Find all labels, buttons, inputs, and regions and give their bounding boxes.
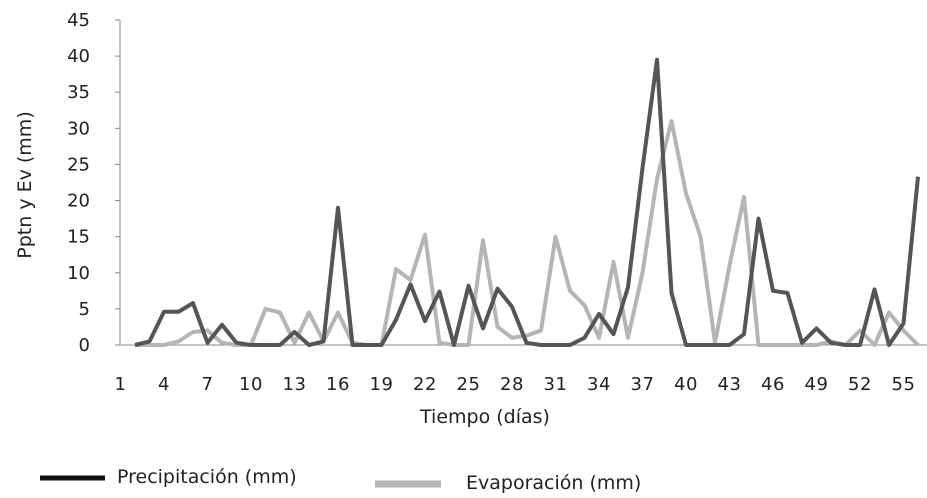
x-tick-label: 13 — [283, 374, 307, 395]
x-tick-label: 46 — [761, 374, 785, 395]
y-tick-label: 30 — [67, 118, 90, 139]
series-lines — [134, 57, 920, 347]
x-axis-title: Tiempo (días) — [419, 406, 550, 428]
x-tick-label: 40 — [674, 374, 698, 395]
x-tick-label: 10 — [239, 374, 263, 395]
x-tick-label: 55 — [892, 374, 916, 395]
x-tick-label: 1 — [115, 374, 127, 395]
x-tick-label: 16 — [326, 374, 350, 395]
x-tick-label: 22 — [413, 374, 437, 395]
x-tick-label: 7 — [202, 374, 214, 395]
y-tick-label: 45 — [67, 10, 90, 31]
x-tick-labels: 147101316192225283134374043464952555861 — [115, 374, 916, 395]
x-tick-label: 34 — [587, 374, 611, 395]
x-tick-label: 49 — [805, 374, 829, 395]
y-axis-title: Pptn y Ev (mm) — [14, 111, 36, 258]
y-tick-label: 20 — [67, 191, 90, 212]
axes — [119, 20, 927, 346]
x-tick-label: 43 — [718, 374, 742, 395]
legend-label-precipitacion: Precipitación (mm) — [117, 466, 297, 488]
x-tick-label: 25 — [457, 374, 481, 395]
y-tick-label: 10 — [67, 263, 90, 284]
y-tick-label: 35 — [67, 82, 90, 103]
x-tick-label: 4 — [158, 374, 170, 395]
legend-label-evaporacion: Evaporación (mm) — [466, 472, 641, 493]
x-tick-label: 28 — [500, 374, 524, 395]
y-tick-label: 15 — [67, 227, 90, 248]
x-tick-label: 19 — [370, 374, 394, 395]
y-tick-label: 0 — [79, 335, 90, 356]
series-line-precipitacion — [134, 57, 920, 347]
y-tick-labels: 0 5 10 15 20 25 30 35 40 45 — [67, 10, 120, 356]
legend: Precipitación (mm) Evaporación (mm) — [40, 466, 641, 494]
y-tick-label: 40 — [67, 46, 90, 67]
y-tick-label: 25 — [67, 154, 90, 175]
y-tick-label: 5 — [79, 299, 90, 320]
x-tick-label: 52 — [848, 374, 872, 395]
series-line-evaporacion — [135, 119, 920, 347]
x-tick-label: 37 — [631, 374, 655, 395]
x-tick-label: 31 — [544, 374, 568, 395]
